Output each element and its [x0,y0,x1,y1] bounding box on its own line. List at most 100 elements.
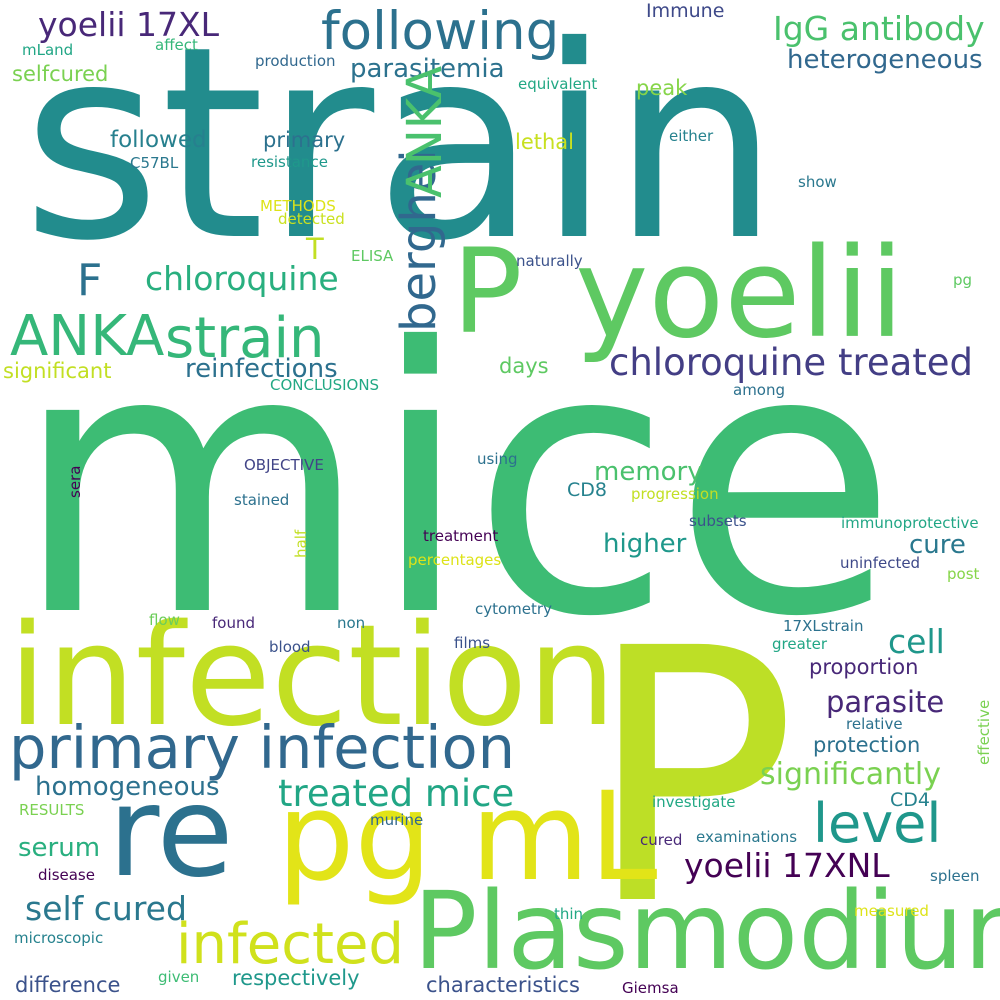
word-greater: greater [772,635,828,653]
word-parasitemia: parasitemia [350,54,505,84]
word-primary-infection: primary infection [9,713,515,782]
word-uninfected: uninfected [840,554,921,572]
word-sera: sera [66,465,84,498]
word-homogeneous: homogeneous [35,772,220,802]
word-pg: pg [953,271,973,289]
word-significantly: significantly [760,757,941,792]
word-yoelii: yoelii [575,222,904,366]
word-cd4: CD4 [890,789,930,811]
word-c57bl: C57BL [130,154,179,172]
word-mice-large: mice [13,271,898,697]
word-post: post [947,565,980,583]
word-objective: OBJECTIVE [244,456,324,474]
word-immunoprotective: immunoprotective [841,514,979,532]
word-elisa: ELISA [351,247,394,265]
word-progression: progression [631,485,719,503]
word-parasite: parasite [826,685,945,719]
word-pg-ml: pg mL [277,766,658,908]
word-effective: effective [975,699,993,765]
word-yoelii-17xl: yoelii 17XL [38,5,220,44]
word-using: using [477,450,518,468]
word-t: T [306,232,324,266]
word-giemsa: Giemsa [622,979,679,997]
word-heterogeneous: heterogeneous [787,45,983,75]
word-followed: followed [110,127,207,153]
word-lethal: lethal [515,130,575,154]
word-mland: mLand [22,41,74,59]
word-serum: serum [18,833,101,863]
word-resistance: resistance [251,153,328,171]
word-strain-medium: strain [165,306,325,371]
word-f: F [77,255,103,306]
word-show: show [798,173,837,191]
word-half: half [292,529,310,558]
word-treated-mice: treated mice [278,772,515,815]
word-respectively: respectively [232,966,360,990]
word-peak: peak [636,76,688,100]
word-equivalent: equivalent [518,75,598,93]
word-treatment: treatment [423,527,499,545]
word-stained: stained [234,491,290,509]
word-immune: Immune [646,0,725,22]
word-among: among [733,381,786,399]
word-disease: disease [38,866,95,884]
word-flow: flow [149,611,180,629]
word-primary: primary [263,128,346,152]
word-blood: blood [269,638,311,656]
word-p-medium: P [452,223,523,360]
word-found: found [212,614,255,632]
word-difference: difference [15,973,121,997]
word-non: non [337,614,366,632]
word-percentages: percentages [408,551,502,569]
word-cured: cured [640,831,683,849]
word-significant: significant [3,359,112,383]
word-detected: detected [278,210,345,228]
word-chloroquine-treated: chloroquine treated [609,341,974,384]
word-subsets: subsets [689,512,747,530]
word-infection: infection [8,595,617,758]
word-methods: METHODS [260,197,336,215]
word-chloroquine: chloroquine [145,259,339,298]
word-conclusions: CONCLUSIONS [270,376,380,394]
word-memory: memory [594,457,703,487]
word-affect: affect [155,36,198,54]
word-reinfections: reinfections [185,354,338,384]
word-strain-large: strain [22,0,780,299]
word-anka-vertical: ANKA [397,65,453,198]
word-re: re [108,760,234,905]
word-following: following [321,1,560,62]
word-cell: cell [888,622,945,661]
word-production: production [255,52,336,70]
word-investigate: investigate [652,793,736,811]
word-results: RESULTS [19,801,85,819]
word-murine: murine [370,811,424,829]
word-plasmodium: Plasmodium [413,870,1000,994]
word-p-large: P [586,574,798,982]
word-cytometry: cytometry [475,600,552,618]
word-anka-horizontal: ANKA [10,304,165,369]
word-characteristics: characteristics [426,973,580,997]
word-selfcured: selfcured [12,62,109,86]
word-infected: infected [176,912,404,977]
word-17xlstrain: 17XLstrain [783,617,864,635]
word-microscopic: microscopic [14,929,104,947]
word-higher: higher [603,529,687,559]
word-measured: measured [854,902,929,920]
word-cure: cure [909,530,966,560]
word-given: given [158,968,200,986]
word-protection: protection [813,733,921,757]
word-igg-antibody: IgG antibody [773,9,985,48]
word-relative: relative [846,715,903,733]
word-films: films [454,634,491,652]
word-thin: thin [554,905,584,923]
word-naturally: naturally [516,252,583,270]
word-spleen: spleen [930,867,980,885]
word-examinations: examinations [696,828,798,846]
word-yoelii-17xnl: yoelii 17XNL [684,846,890,885]
word-days: days [499,354,549,378]
word-proportion: proportion [809,655,919,679]
word-either: either [669,127,714,145]
word-cd8: CD8 [567,479,607,501]
word-level: level [813,792,942,855]
